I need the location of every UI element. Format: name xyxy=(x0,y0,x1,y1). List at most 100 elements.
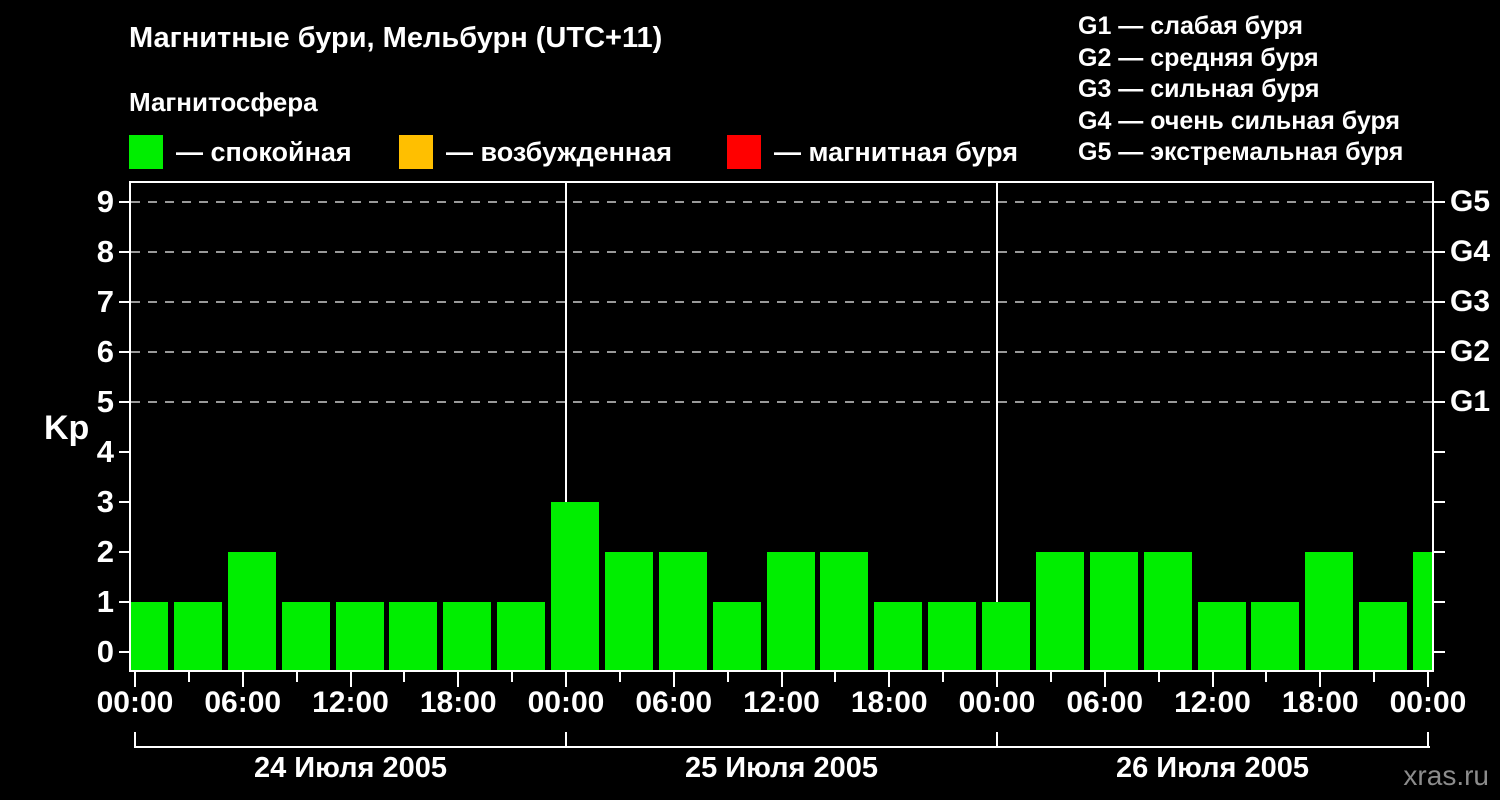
y-tick-left xyxy=(119,451,130,453)
y-tick-left xyxy=(119,651,130,653)
y-tick-right xyxy=(1434,451,1445,453)
kp-bar xyxy=(820,552,869,670)
storm-scale-item-g3: G3 — сильная буря xyxy=(1078,75,1320,104)
x-tick-minor xyxy=(942,672,945,682)
legend-item-active: — возбужденная xyxy=(399,135,672,169)
y-tick-label: 2 xyxy=(96,534,114,569)
y-tick-label: 6 xyxy=(96,334,114,369)
x-tick-label: 18:00 xyxy=(419,686,497,719)
legend-swatch-active xyxy=(399,135,433,169)
y-tick-left xyxy=(119,351,130,353)
g-level-label-g2: G2 xyxy=(1450,335,1491,368)
x-tick-label: 00:00 xyxy=(96,686,174,719)
x-tick-major xyxy=(1319,672,1322,687)
date-rail-stub xyxy=(996,732,998,748)
y-tick-left xyxy=(119,251,130,253)
g-level-label-g4: G4 xyxy=(1450,235,1491,268)
x-tick-label: 06:00 xyxy=(204,686,282,719)
y-tick-left xyxy=(119,501,130,503)
x-tick-label: 12:00 xyxy=(312,686,389,719)
y-tick-label: 8 xyxy=(96,234,114,269)
y-tick-right xyxy=(1434,651,1445,653)
x-tick-label: 18:00 xyxy=(1281,686,1359,719)
kp-bar xyxy=(1413,552,1432,670)
y-tick-right xyxy=(1434,501,1445,503)
x-tick-label: 06:00 xyxy=(635,686,713,719)
kp-bar xyxy=(131,602,168,670)
x-tick-major xyxy=(996,672,998,687)
x-tick-major xyxy=(349,672,352,687)
kp-bar xyxy=(982,602,1030,670)
y-tick-left xyxy=(119,301,130,303)
x-tick-label: 12:00 xyxy=(743,686,820,719)
x-tick-major xyxy=(457,672,460,687)
y-tick-left xyxy=(119,401,130,403)
y-tick-left xyxy=(119,551,130,553)
kp-bar xyxy=(173,602,222,670)
kp-bar xyxy=(335,602,384,670)
g-level-label-g5: G5 xyxy=(1450,185,1491,218)
y-tick-label: 1 xyxy=(96,584,114,619)
kp-bar xyxy=(281,602,330,670)
x-tick-major xyxy=(1211,672,1214,687)
x-tick-label: 18:00 xyxy=(850,686,928,719)
x-tick-major xyxy=(134,672,136,687)
legend-item-storm: — магнитная буря xyxy=(727,135,1018,169)
storm-scale-item-g4: G4 — очень сильная буря xyxy=(1078,106,1400,135)
gridline-kp7 xyxy=(131,301,1432,303)
y-tick-right xyxy=(1434,201,1445,203)
chart-subtitle: Магнитосфера xyxy=(129,87,318,117)
kp-bar xyxy=(1305,552,1354,670)
storm-scale-legend: G1 — слабая буря G2 — средняя буря G3 — си… xyxy=(1078,11,1403,169)
y-tick-left xyxy=(119,201,130,203)
plot-area xyxy=(131,183,1432,670)
x-tick-minor xyxy=(1157,672,1160,682)
g-level-label-g1: G1 xyxy=(1450,385,1491,418)
date-label: 26 Июля 2005 xyxy=(1115,752,1310,784)
legend-swatch-storm xyxy=(727,135,761,169)
x-tick-minor xyxy=(1049,672,1052,682)
x-tick-major xyxy=(241,672,244,687)
gridline-kp8 xyxy=(131,251,1432,253)
legend-label-storm: — магнитная буря xyxy=(774,136,1018,167)
x-tick-minor xyxy=(1265,672,1268,682)
day-divider xyxy=(565,183,567,670)
y-tick-right xyxy=(1434,601,1445,603)
date-label: 24 Июля 2005 xyxy=(253,752,448,784)
kp-bar xyxy=(874,602,923,670)
x-tick-minor xyxy=(1373,672,1376,682)
watermark: xras.ru xyxy=(1403,760,1489,791)
date-rail-stub xyxy=(134,732,136,748)
y-tick-right xyxy=(1434,551,1445,553)
kp-bar xyxy=(1197,602,1246,670)
storm-scale-item-g1: G1 — слабая буря xyxy=(1078,12,1304,40)
kp-bar xyxy=(551,502,599,670)
kp-bar xyxy=(928,602,977,670)
y-tick-right xyxy=(1434,301,1445,303)
legend-item-quiet: — спокойная xyxy=(129,135,352,169)
kp-bar xyxy=(766,552,815,670)
date-rail-stub xyxy=(1427,732,1429,748)
y-tick-label: 3 xyxy=(96,484,114,519)
kp-bar xyxy=(712,602,761,670)
kp-bar xyxy=(497,602,546,670)
x-tick-minor xyxy=(187,672,190,682)
y-tick-label: 7 xyxy=(96,284,114,319)
kp-bar xyxy=(443,602,492,670)
kp-bar xyxy=(1143,552,1192,670)
date-rail xyxy=(135,746,1430,748)
x-tick-label: 00:00 xyxy=(958,686,1036,719)
y-tick-right xyxy=(1434,351,1445,353)
x-tick-label: 00:00 xyxy=(527,686,605,719)
day-divider xyxy=(996,183,998,670)
y-tick-label: 9 xyxy=(96,184,114,219)
kp-bar xyxy=(389,602,438,670)
x-tick-minor xyxy=(295,672,298,682)
legend-swatch-quiet xyxy=(129,135,163,169)
gridline-kp9 xyxy=(131,201,1432,203)
date-rail-stub xyxy=(565,732,567,748)
legend-label-quiet: — спокойная xyxy=(176,136,352,167)
x-tick-minor xyxy=(618,672,621,682)
x-tick-major xyxy=(672,672,675,687)
